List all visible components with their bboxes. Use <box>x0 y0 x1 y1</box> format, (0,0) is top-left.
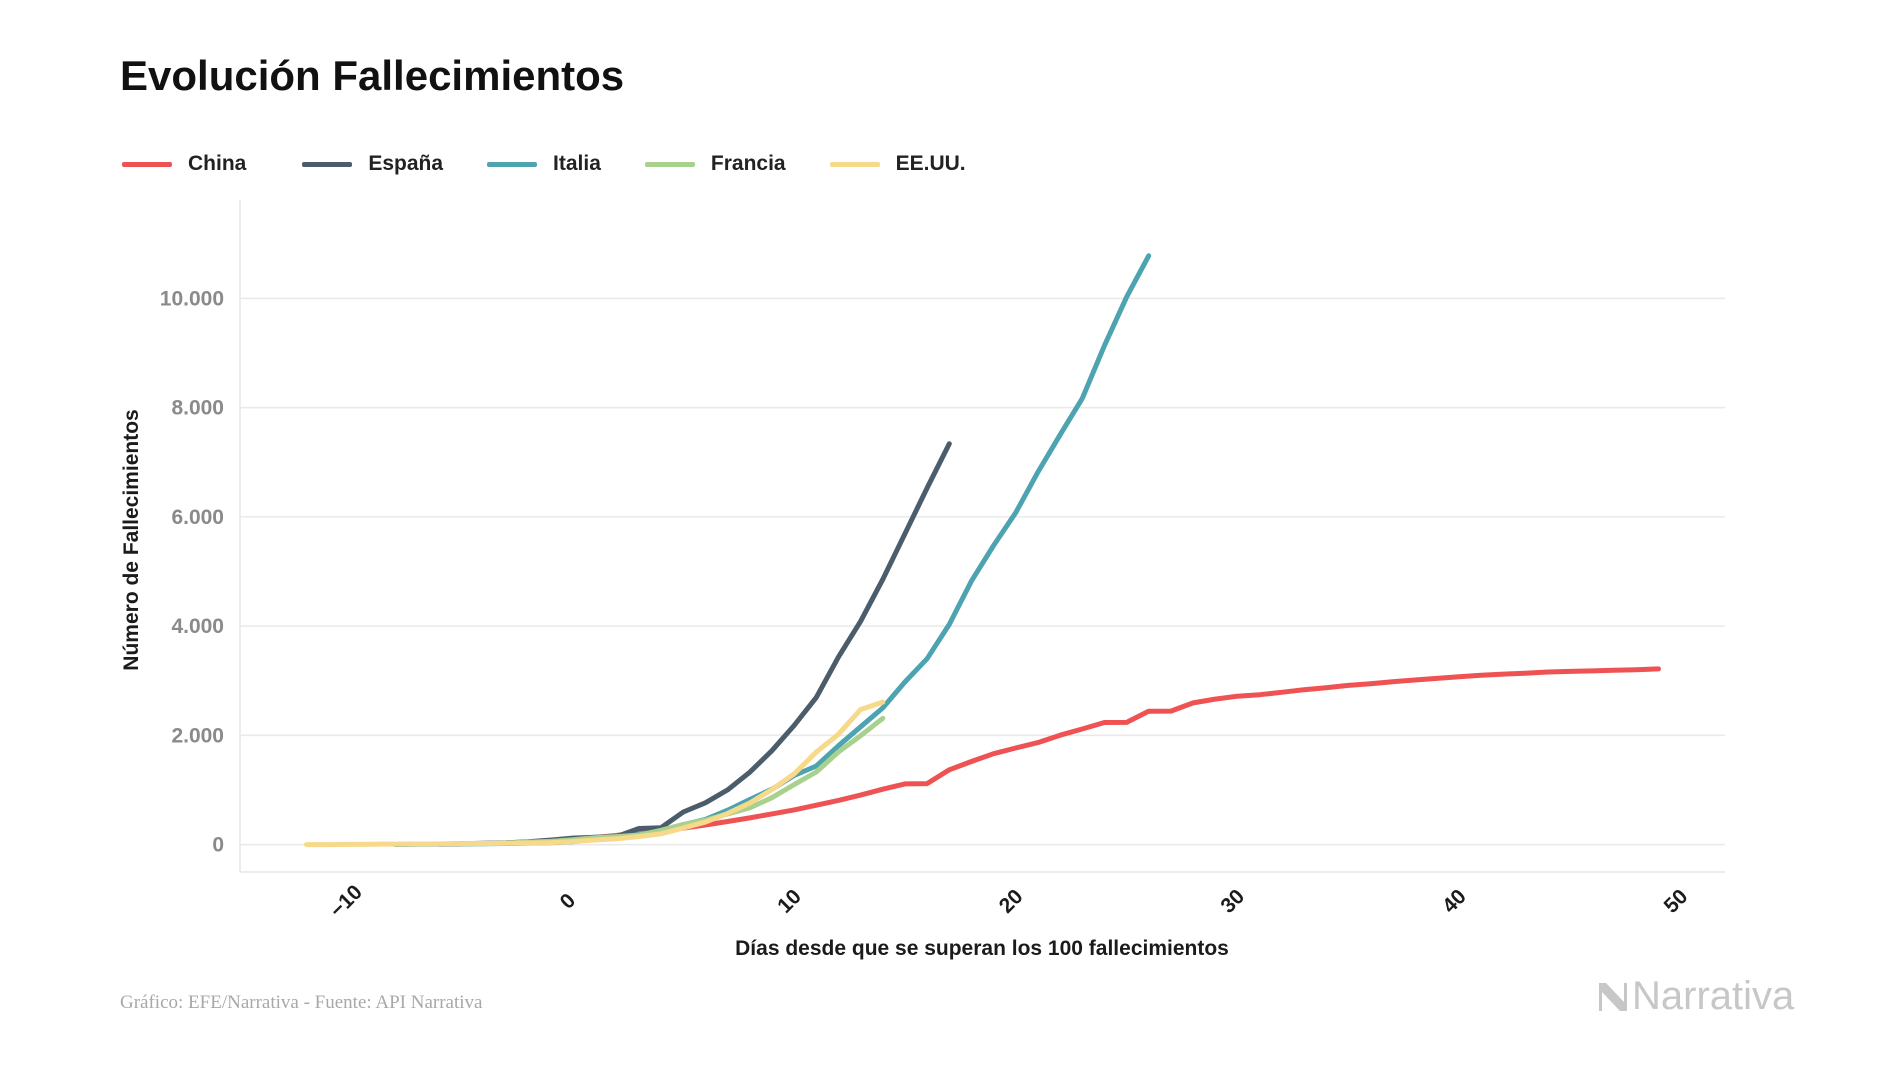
x-axis-label: Días desde que se superan los 100 fallec… <box>735 937 1229 960</box>
x-tick-label: 0 <box>556 889 581 914</box>
legend-label-italia: Italia <box>553 152 601 175</box>
series-line-china <box>570 666 1661 842</box>
legend-item-espana: España <box>302 152 443 176</box>
narrativa-logo-icon <box>1599 982 1627 1011</box>
y-tick-label: 0 <box>212 834 224 857</box>
y-tick-label: 2.000 <box>171 724 224 747</box>
chart-legend: China España Italia Francia EE.UU. <box>122 152 1010 176</box>
legend-swatch-italia <box>487 161 538 167</box>
y-tick-label: 10.000 <box>160 287 224 310</box>
x-tick-label: 10 <box>773 885 806 918</box>
y-tick-label: 8.000 <box>171 397 224 420</box>
x-tick-label: 20 <box>995 885 1028 918</box>
legend-label-eeuu: EE.UU. <box>895 152 966 175</box>
x-tick-label: 30 <box>1216 885 1249 918</box>
axis-layer: 0 2.000 4.000 6.000 8.000 10.000 −10 0 10 20 30 40 5… <box>160 200 1725 922</box>
y-axis-label: Número de Fallecimientos <box>120 409 143 670</box>
legend-label-china: China <box>188 152 247 175</box>
series-line-eeuu <box>304 699 886 848</box>
legend-label-francia: Francia <box>710 152 786 175</box>
legend-item-italia: Italia <box>487 152 601 176</box>
legend-label-espana: España <box>368 152 444 175</box>
legend-swatch-eeuu <box>829 161 880 167</box>
legend-item-francia: Francia <box>644 152 786 176</box>
grid-layer <box>240 297 1725 846</box>
y-tick-label: 6.000 <box>171 506 224 529</box>
x-tick-label: −10 <box>325 881 366 922</box>
series-line-italia <box>392 253 1152 847</box>
x-tick-label: 50 <box>1660 885 1693 918</box>
legend-item-eeuu: EE.UU. <box>829 152 966 176</box>
footer-source: Gráfico: EFE/Narrativa - Fuente: API Nar… <box>120 992 483 1013</box>
legend-swatch-espana <box>302 161 353 167</box>
legend-swatch-china <box>122 161 172 167</box>
series-layer <box>304 253 1661 848</box>
legend-item-china: China <box>122 152 246 176</box>
label-layer: Días desde que se superan los 100 fallec… <box>120 409 1229 960</box>
y-tick-label: 4.000 <box>171 615 224 638</box>
brand-label: Narrativa <box>1632 974 1795 1018</box>
x-tick-label: 40 <box>1438 885 1471 918</box>
series-line-francia <box>459 715 886 847</box>
brand-logo: Narrativa <box>1596 974 1794 1019</box>
series-line-espana <box>437 441 952 847</box>
chart-title: Evolución Fallecimientos <box>120 52 625 99</box>
legend-swatch-francia <box>644 161 695 167</box>
